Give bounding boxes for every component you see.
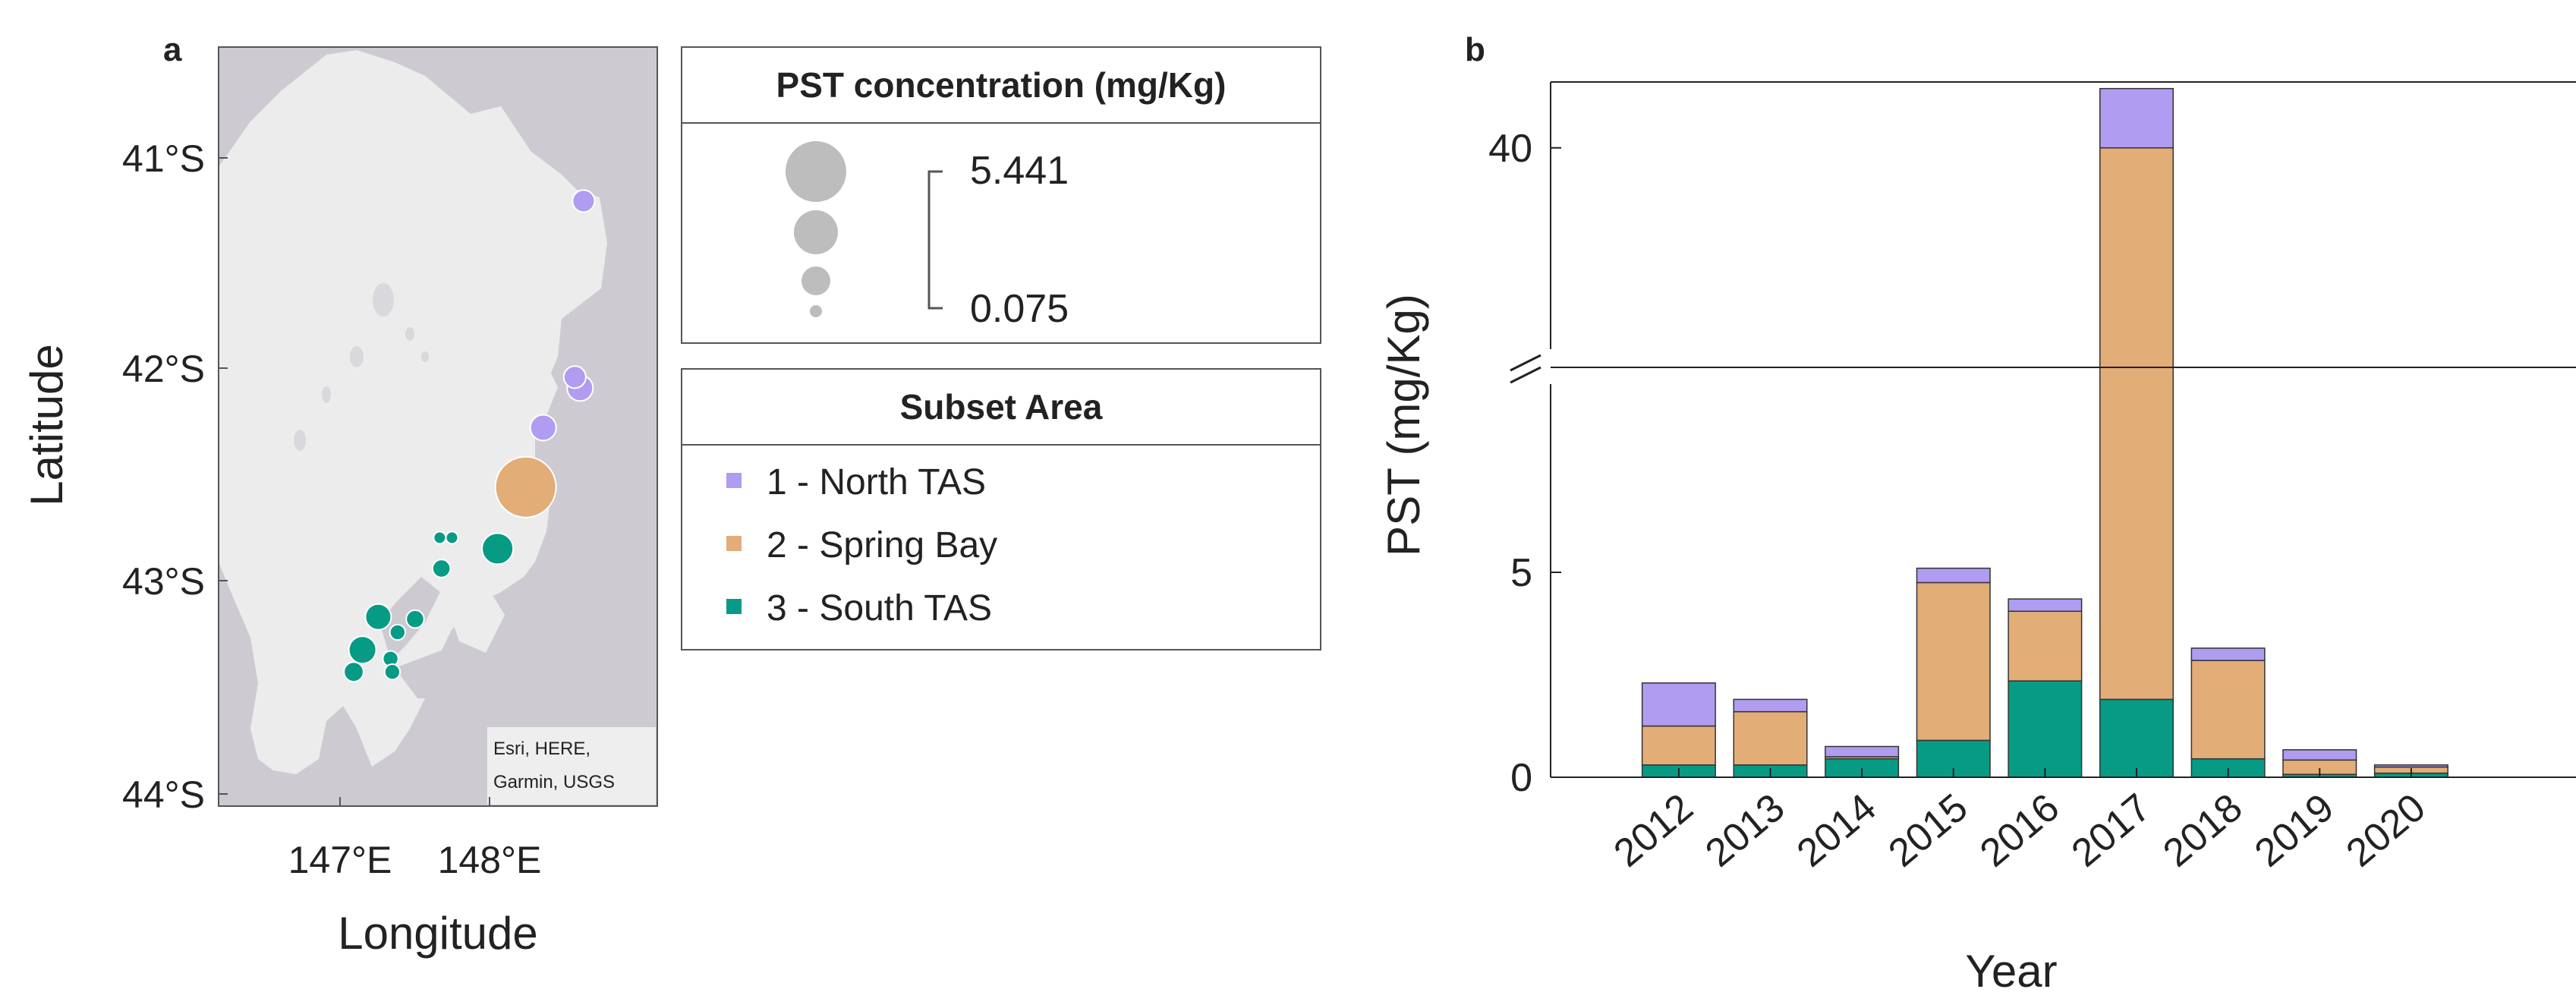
map-site-bubble — [343, 661, 364, 683]
bar-2012-2-spring-bay — [1641, 725, 1716, 766]
legend-label-south: 3 - South TAS — [767, 588, 992, 628]
bar-2016-2-spring-bay — [2008, 610, 2083, 682]
concentration-legend: PST concentration (mg/Kg) 5.441 0.075 — [681, 46, 1321, 344]
map-y-axis-label: Latitude — [21, 344, 72, 506]
bar-2015-1-north-tas — [1916, 567, 1991, 584]
bar-x-tick-label-2019: 2019 — [2247, 786, 2342, 876]
concentration-legend-box — [681, 46, 1321, 344]
map-panel: Esri, HERE, Garmin, USGS 41°S 42°S 43°S … — [21, 46, 658, 959]
legend-label-north: 1 - North TAS — [767, 462, 986, 502]
map-site-bubble — [389, 623, 407, 641]
bar-2015-2-spring-bay — [1916, 581, 1991, 742]
bar-2016-1-north-tas — [2008, 598, 2083, 613]
map-site-bubble — [481, 532, 515, 565]
x-tick-147E: 147°E — [288, 839, 392, 881]
legend-item-south-tas: 3 - South TAS — [726, 588, 992, 628]
bar-2012-1-north-tas — [1641, 682, 1716, 727]
bar-y-ticks: 0 5 40 — [1488, 127, 1561, 800]
subset-legend-title: Subset Area — [900, 387, 1103, 427]
bar-y-axis-label: PST (mg/Kg) — [1378, 294, 1429, 556]
map-site-bubble — [405, 609, 425, 629]
bar-2013-2-spring-bay — [1733, 710, 1808, 766]
map-site-bubble — [383, 663, 402, 681]
map-attribution: Esri, HERE, Garmin, USGS — [487, 727, 656, 805]
legend-min-value: 0.075 — [970, 287, 1069, 331]
legend-bubble-medium — [801, 266, 830, 295]
legend-bubble-large — [794, 210, 838, 254]
bar-2018-2-spring-bay — [2190, 660, 2266, 760]
map-site-bubble — [433, 531, 447, 545]
legend-item-spring-bay: 2 - Spring Bay — [726, 525, 997, 565]
bar-y-tick-label: 0 — [1510, 756, 1532, 800]
legend-max-value: 5.441 — [970, 149, 1069, 193]
bar-2017-1-north-tas — [2099, 87, 2174, 149]
attribution-line-1: Esri, HERE, — [493, 739, 590, 759]
concentration-legend-title: PST concentration (mg/Kg) — [776, 65, 1227, 105]
legend-label-spring: 2 - Spring Bay — [767, 525, 997, 565]
legend-bubble-smallest — [810, 305, 822, 317]
bar-x-tick-label-2012: 2012 — [1606, 786, 1702, 876]
map-site-bubble — [445, 531, 459, 545]
y-tick-43S: 43°S — [122, 560, 205, 603]
panel-b-label: b — [1465, 31, 1485, 68]
bar-x-tick-label-2015: 2015 — [1881, 786, 1976, 876]
tasmania-land — [219, 50, 607, 774]
bar-x-tick-label-2013: 2013 — [1697, 786, 1793, 876]
legend-bubble-largest — [786, 141, 846, 202]
inland-lakes — [294, 283, 429, 451]
bar-2017-3-south-tas — [2099, 698, 2174, 778]
map-frame — [218, 46, 658, 807]
storm-bay — [395, 645, 486, 698]
map-site-bubble — [529, 414, 557, 442]
attribution-line-2: Garmin, USGS — [493, 772, 615, 792]
bar-2020-1-north-tas — [2373, 764, 2448, 768]
map-y-ticks: 41°S 42°S 43°S 44°S — [122, 137, 228, 816]
map-x-ticks: 147°E 148°E — [288, 797, 542, 881]
map-x-axis-label: Longitude — [338, 908, 538, 959]
legend-swatch-south — [726, 599, 742, 614]
panel-a-label: a — [163, 31, 182, 68]
bar-x-tick-label-2018: 2018 — [2155, 786, 2250, 876]
legend-swatch-spring — [726, 536, 742, 551]
subset-legend-box — [681, 368, 1321, 650]
bar-x-tick-label-2020: 2020 — [2338, 786, 2434, 876]
legend-range-bracket — [927, 170, 943, 310]
bar-2013-1-north-tas — [1733, 698, 1808, 713]
bar-2019-1-north-tas — [2282, 749, 2357, 761]
map-site-bubble — [494, 455, 557, 518]
bar-2017-2-spring-bay — [2099, 147, 2174, 701]
bar-2014-1-north-tas — [1825, 745, 1900, 758]
bar-marks — [1641, 87, 2448, 778]
legend-swatch-north — [726, 473, 742, 488]
subset-area-legend: Subset Area 1 - North TAS 2 - Spring Bay… — [681, 368, 1321, 650]
tasman-peninsula — [448, 577, 505, 653]
y-tick-41S: 41°S — [122, 137, 205, 180]
map-site-bubble — [364, 603, 392, 631]
axis-break-marks — [1510, 354, 1542, 384]
y-tick-44S: 44°S — [122, 773, 205, 816]
y-tick-42S: 42°S — [122, 348, 205, 390]
bar-x-tick-label-2016: 2016 — [1972, 786, 2067, 876]
bar-chart: 0 5 40 20122013201420152016201720182019202… — [1378, 81, 2576, 997]
map-site-bubble — [572, 189, 596, 213]
bar-y-tick-label: 5 — [1510, 551, 1532, 595]
bar-x-tick-label-2017: 2017 — [2064, 786, 2159, 876]
bar-x-axis-label: Year — [1965, 946, 2057, 997]
legend-item-north-tas: 1 - North TAS — [726, 462, 986, 502]
bar-y-tick-label: 40 — [1488, 127, 1532, 171]
schouten-peninsula — [522, 349, 558, 425]
map-site-bubble — [562, 365, 587, 389]
x-tick-148E: 148°E — [438, 839, 542, 881]
bar-2018-1-north-tas — [2190, 647, 2266, 661]
bar-x-tick-label-2014: 2014 — [1789, 786, 1885, 876]
map-site-bubble — [348, 635, 377, 665]
map-bubbles — [343, 189, 596, 683]
bar-2016-3-south-tas — [2008, 680, 2083, 778]
map-site-bubble — [431, 559, 452, 578]
